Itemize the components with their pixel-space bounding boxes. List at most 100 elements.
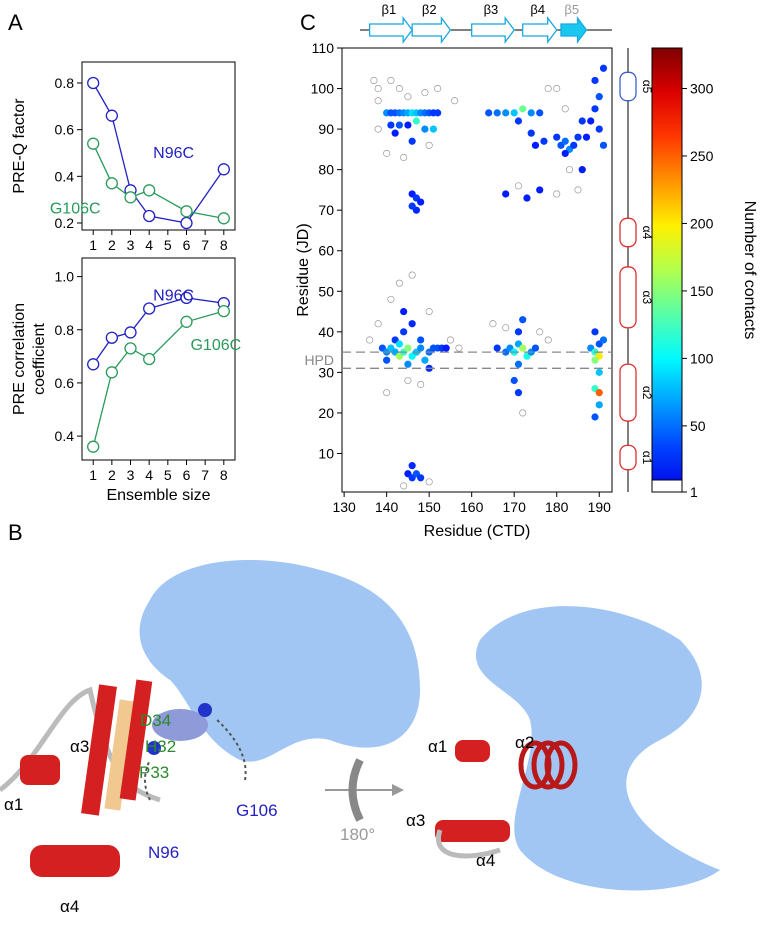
series-point (87, 440, 100, 453)
y-tick-label: 0.4 (55, 428, 75, 444)
x-tick-label: 4 (145, 237, 153, 253)
structure-label: P33 (139, 763, 169, 782)
structure-label: D34 (140, 711, 171, 730)
weak-contact (425, 308, 433, 316)
weak-contact (434, 84, 442, 93)
x-axis-label: Residue (CTD) (424, 523, 531, 540)
series-point (180, 291, 193, 305)
y-tick-label: 0.4 (55, 168, 75, 184)
x-tick-label: 8 (220, 237, 228, 253)
contact (514, 328, 523, 336)
contact (595, 125, 603, 133)
contact (519, 344, 527, 352)
y-axis-label: Residue (JD) (295, 223, 312, 316)
contact (417, 198, 425, 206)
contact (404, 360, 412, 368)
contact (493, 344, 501, 352)
series-point (180, 216, 193, 230)
structure-label: α2 (515, 733, 534, 752)
y-axis-label: PRE correlation (11, 303, 28, 415)
series-point (143, 209, 156, 223)
contact (442, 344, 450, 352)
contact (417, 344, 425, 352)
plot-frame (81, 61, 236, 231)
strand-label: β1 (382, 2, 397, 17)
contact (514, 389, 523, 397)
contact (502, 109, 510, 117)
helix (619, 266, 637, 329)
x-tick-label: 1 (89, 237, 97, 253)
strand (411, 16, 452, 44)
weak-contact (574, 186, 582, 194)
contact (587, 117, 595, 125)
y-tick-label: 40 (318, 324, 334, 340)
x-tick-label: 150 (417, 499, 441, 515)
strand-label: β3 (484, 2, 499, 17)
y-tick-label: 0.8 (55, 322, 75, 338)
contact (404, 121, 412, 129)
helix (619, 363, 637, 422)
contact (514, 360, 523, 368)
contact (404, 344, 412, 352)
y-tick-label: 0.6 (55, 122, 75, 138)
y-tick-label: 110 (312, 40, 335, 56)
weak-contact (383, 149, 391, 157)
contact (391, 129, 399, 137)
strand-label: β2 (422, 2, 437, 17)
contact (531, 141, 540, 149)
colorbar-tick-label: 250 (690, 148, 714, 164)
contact (395, 121, 404, 129)
contact (578, 117, 586, 125)
weak-contact (446, 336, 454, 344)
series-point (87, 76, 100, 90)
x-tick-label: 3 (127, 467, 135, 483)
helix-label: α2 (640, 386, 654, 400)
weak-contact (425, 141, 433, 149)
contact (591, 356, 599, 364)
contact (412, 117, 421, 125)
rotation-arrow (348, 758, 364, 822)
strand (522, 16, 558, 44)
contact (578, 166, 586, 174)
contact (408, 462, 416, 470)
contact (395, 340, 404, 348)
series-point (217, 305, 230, 318)
y-tick-label: 50 (318, 283, 334, 299)
colorbar-floor (651, 479, 683, 493)
series-point (143, 302, 156, 315)
x-tick-label: 7 (201, 237, 209, 253)
series-label: G106C (190, 337, 241, 354)
weak-contact (417, 380, 425, 389)
colorbar (651, 47, 683, 493)
weak-contact (404, 376, 412, 385)
helix-label: α3 (640, 291, 654, 305)
weak-contact (374, 320, 382, 328)
rotation-label: 180° (340, 825, 375, 844)
contact (485, 109, 493, 117)
series-point (217, 163, 230, 176)
x-tick-label: 4 (145, 467, 153, 483)
contact (591, 76, 599, 85)
contact (421, 356, 429, 364)
weak-contact (387, 76, 395, 84)
contact (502, 190, 510, 198)
series-line (92, 310, 224, 447)
structure-left (0, 560, 420, 877)
contact (595, 389, 603, 397)
structure-label: α3 (70, 737, 89, 756)
rotation-arrow (392, 784, 404, 796)
contact (523, 194, 531, 202)
weak-contact (544, 336, 552, 344)
weak-contact (544, 84, 552, 93)
weak-contact (374, 125, 382, 133)
weak-contact (489, 320, 497, 328)
contact (591, 328, 599, 336)
series-label: N96C (153, 145, 194, 162)
colorbar-tick-label: 50 (690, 418, 706, 434)
y-tick-label: 0.6 (55, 375, 75, 391)
contact (595, 368, 603, 376)
strand-label: β5 (564, 2, 579, 17)
contact (417, 474, 425, 482)
y-tick-label: 60 (318, 243, 334, 259)
panel-label: A (8, 10, 23, 35)
